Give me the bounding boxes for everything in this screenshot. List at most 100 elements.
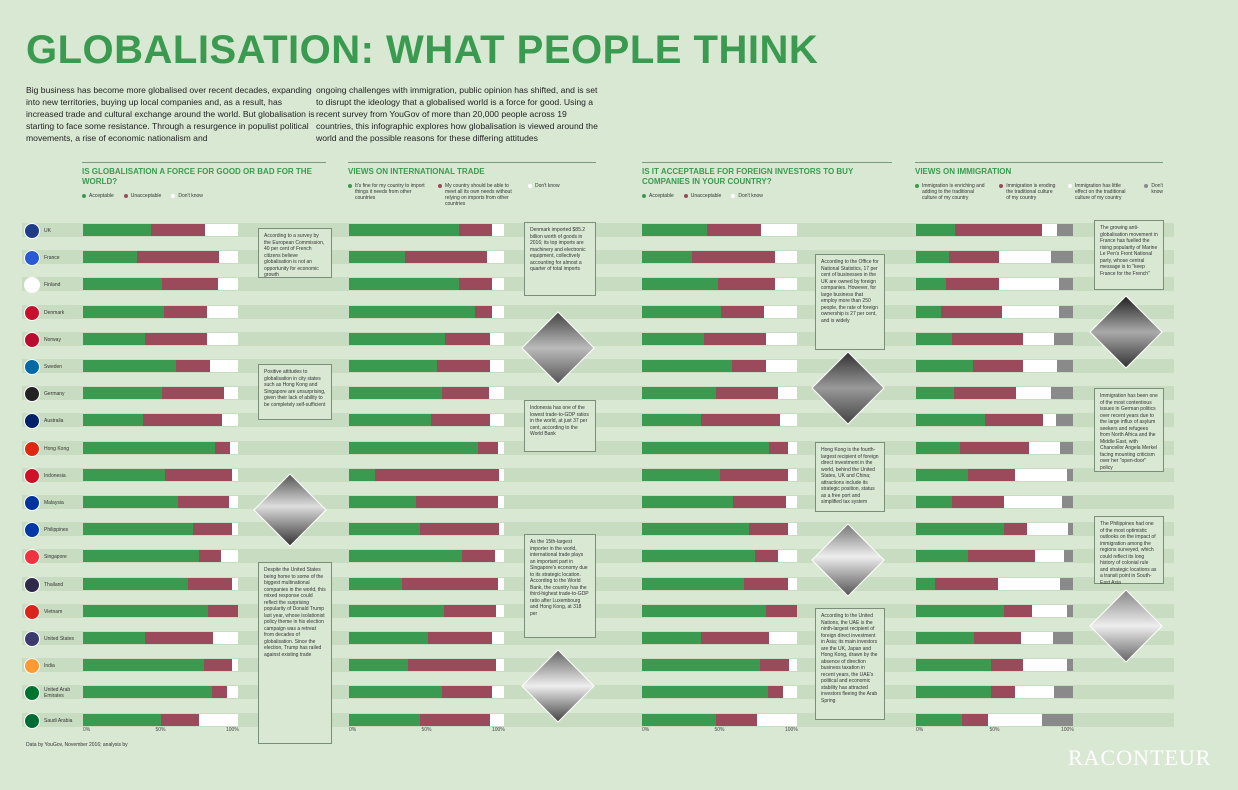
axis-tick-label: 0%	[642, 727, 650, 733]
bar-segment	[83, 360, 176, 372]
bar-segment	[83, 632, 145, 644]
bar-row	[642, 441, 797, 454]
bar-row	[642, 550, 797, 563]
bar-segment	[916, 523, 1004, 536]
country-label: Philippines	[24, 517, 80, 543]
source-note: Data by YouGov, November 2016; analysis …	[26, 742, 128, 748]
bar-segment	[1029, 441, 1061, 454]
bar-segment	[916, 360, 973, 372]
bar-segment	[83, 523, 194, 536]
bar-segment	[490, 414, 504, 427]
bar-segment	[916, 468, 968, 481]
bar-segment	[1052, 632, 1073, 644]
bar-segment	[199, 550, 221, 563]
bar-segment	[145, 632, 214, 644]
bar-row	[83, 414, 238, 427]
bar-segment	[988, 713, 1042, 726]
legend-label: Unacceptable	[130, 193, 162, 199]
legend-label: Unacceptable	[690, 193, 722, 199]
bar-row	[916, 713, 1073, 726]
country-name: United States	[44, 636, 75, 642]
legend-item: Acceptable	[642, 193, 674, 199]
bar-segment	[1041, 713, 1073, 726]
bar-segment	[1055, 414, 1073, 427]
bar-row	[349, 604, 504, 617]
bar-row	[642, 713, 797, 726]
bar-segment	[437, 360, 491, 372]
bar-segment	[137, 251, 220, 264]
bar-segment	[207, 332, 238, 345]
bar-row	[642, 604, 797, 617]
bar-segment	[642, 577, 745, 590]
bar-segment	[642, 387, 717, 400]
bar-segment	[210, 360, 238, 372]
bar-segment	[716, 387, 779, 400]
legend-dot	[82, 194, 86, 198]
bar-segment	[786, 496, 797, 508]
note-france: According to a survey by the European Co…	[258, 228, 332, 278]
intro-text-right: ongoing challenges with immigration, pub…	[316, 85, 598, 143]
bar-segment	[1063, 550, 1073, 563]
legend-item: Immigration is eroding the traditional c…	[999, 183, 1058, 201]
bar-row	[83, 278, 238, 291]
bar-segment	[642, 441, 770, 454]
bar-row	[916, 686, 1073, 699]
note-philippines: The Philippines had one of the most opti…	[1094, 516, 1164, 586]
bar-row	[83, 360, 238, 372]
bar-segment	[642, 278, 718, 291]
legend-dot	[1068, 184, 1073, 188]
note-uk: According to the Office for National Sta…	[815, 254, 885, 350]
bar-segment	[1022, 659, 1067, 672]
bar-segment	[490, 713, 504, 726]
bar-row	[349, 577, 504, 590]
bar-segment	[488, 387, 504, 400]
legend-label: Don't know	[535, 183, 560, 189]
bar-segment	[787, 577, 797, 590]
bar-segment	[83, 468, 166, 481]
bar-segment	[642, 713, 717, 726]
bar-segment	[165, 468, 232, 481]
bar-row	[83, 224, 238, 236]
note-france-immigration: The growing anti-globalisation movement …	[1094, 220, 1164, 290]
bar-segment	[974, 632, 1022, 644]
country-label: Hong Kong	[24, 436, 80, 462]
bar-segment	[1016, 387, 1051, 400]
legend-label: My country should be able to meet all it…	[445, 183, 512, 207]
bar-segment	[778, 387, 797, 400]
country-label: United States	[24, 626, 80, 652]
bar-segment	[1057, 224, 1073, 236]
bar-segment	[642, 604, 766, 617]
flag-icon	[24, 631, 40, 647]
bar-row	[642, 305, 797, 318]
bar-segment	[985, 414, 1044, 427]
bar-segment	[188, 577, 232, 590]
bar-row	[349, 550, 504, 563]
bar-segment	[756, 713, 797, 726]
flag-icon	[24, 712, 40, 729]
bar-segment	[934, 577, 998, 590]
legend: Acceptable Unacceptable Don't know	[642, 193, 892, 199]
country-name: UK	[44, 228, 51, 234]
country-name: India	[44, 663, 55, 670]
row-stripe	[22, 304, 1174, 319]
bar-segment	[952, 332, 1023, 345]
legend-item: Don't know	[528, 183, 560, 207]
intro-text-left: Big business has become more globalised …	[26, 85, 315, 143]
legend-label: Don't know	[178, 193, 203, 199]
bar-segment	[941, 305, 1003, 318]
bar-segment	[744, 577, 788, 590]
bar-segment	[959, 441, 1030, 454]
bar-segment	[787, 523, 797, 536]
bar-segment	[1043, 414, 1056, 427]
bar-segment	[916, 632, 975, 644]
bar-row	[916, 659, 1073, 672]
section-title: IS IT ACCEPTABLE FOR FOREIGN INVESTORS T…	[642, 167, 854, 186]
bar-row	[83, 659, 238, 672]
bar-segment	[213, 632, 238, 644]
note-germany: Immigration has been one of the most con…	[1094, 388, 1164, 472]
bar-segment	[207, 604, 238, 617]
bar-segment	[916, 441, 960, 454]
bar-segment	[231, 468, 238, 481]
bar-segment	[230, 441, 238, 454]
bar-segment	[997, 577, 1061, 590]
